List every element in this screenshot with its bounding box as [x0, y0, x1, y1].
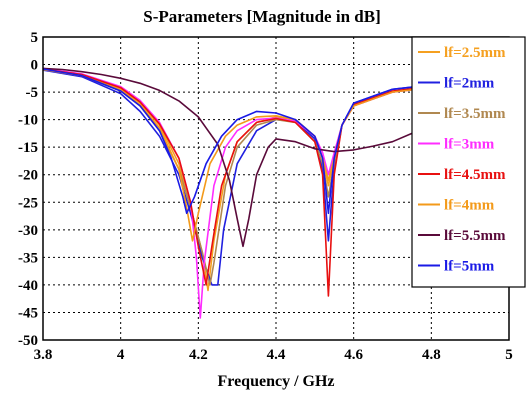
legend-label: lf=3.5mm [444, 106, 506, 122]
series-layer [42, 67, 510, 319]
x-tick-label: 4 [117, 347, 125, 363]
y-tick-label: -45 [18, 305, 38, 321]
y-tick-label: -5 [26, 85, 39, 101]
legend-label: lf=4mm [444, 198, 495, 214]
legend-label: lf=5mm [444, 259, 495, 275]
legend: lf=2.5mm lf=2mm lf=3.5mm lf=3mm lf=4.5mm lf=4… [411, 36, 526, 288]
y-tick-label: -10 [18, 113, 38, 129]
legend-label: lf=5.5mm [444, 228, 506, 244]
x-axis-label: Frequency / GHz [217, 373, 334, 390]
y-tick-label: -15 [18, 140, 38, 156]
y-tick-label: -25 [18, 195, 38, 211]
series-line [42, 67, 510, 248]
tick-labels: 3.8 4 4.2 4.4 4.6 4.8 5 5 0 -5 -10 -15 -20 -25 -30 -35 -… [18, 30, 513, 363]
series-line [42, 68, 510, 215]
x-tick-label: 4.8 [422, 347, 441, 363]
y-tick-label: -50 [18, 333, 38, 349]
chart-title: S-Parameters [Magnitude in dB] [143, 7, 381, 26]
y-tick-label: -35 [18, 250, 38, 266]
x-tick-label: 4.2 [189, 347, 208, 363]
legend-label: lf=3mm [444, 137, 495, 153]
legend-label: lf=2mm [444, 76, 495, 92]
y-tick-label: -30 [18, 223, 38, 239]
legend-label: lf=2.5mm [444, 45, 506, 61]
legend-box [411, 36, 526, 288]
x-tick-label: 4.6 [344, 347, 363, 363]
y-tick-label: 0 [31, 58, 39, 74]
legend-label: lf=4.5mm [444, 167, 506, 183]
y-tick-label: -40 [18, 278, 38, 294]
x-tick-label: 5 [505, 347, 513, 363]
x-tick-label: 3.8 [34, 347, 53, 363]
y-tick-label: -20 [18, 168, 38, 184]
y-tick-label: 5 [31, 30, 39, 46]
x-tick-label: 4.4 [267, 347, 286, 363]
